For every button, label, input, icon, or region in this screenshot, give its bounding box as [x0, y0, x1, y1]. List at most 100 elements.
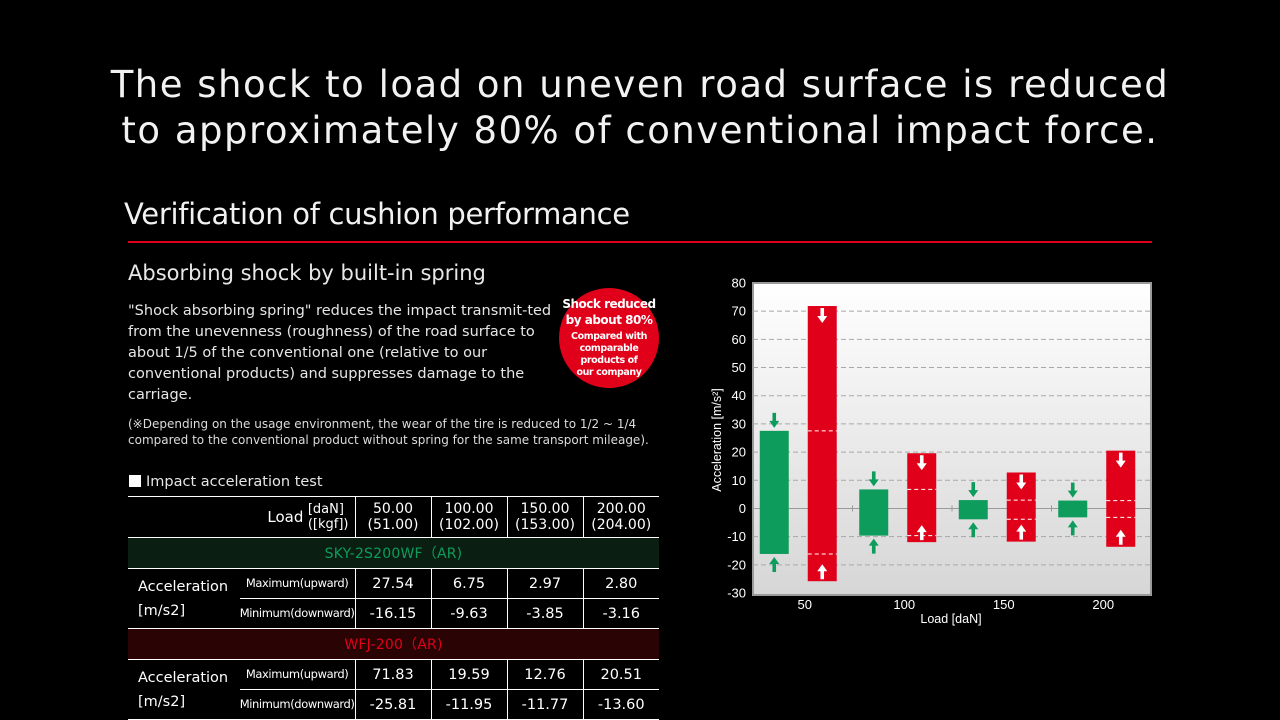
table-row-max: Acceleration [m/s2] Maximum(upward) Mini…	[128, 659, 659, 720]
bars	[759, 306, 1136, 582]
y-tick-label: 80	[732, 276, 746, 291]
usage-note: (※Depending on the usage environment, th…	[128, 417, 649, 447]
table-cell: -9.63	[430, 598, 507, 629]
section-title: Verification of cushion performance	[124, 197, 630, 231]
x-tick-label: 150	[993, 597, 1015, 612]
unit-kgf: ([kgf])	[307, 517, 349, 532]
badge-line-4: comparable	[579, 343, 639, 354]
col-kgf: (153.00)	[515, 517, 575, 533]
x-axis-ticks: 50 100 150 200	[798, 597, 1115, 612]
badge-line-1: Shock reduced	[562, 297, 656, 311]
y-axis-label: Acceleration [m/s²]	[710, 388, 724, 492]
arrow-up-icon	[1115, 529, 1126, 545]
bar-wfj-50	[807, 306, 837, 582]
col-kgf: (102.00)	[439, 517, 499, 533]
acc-line-2: [m/s2]	[138, 693, 186, 710]
load-label: Load	[267, 508, 304, 526]
square-bullet-icon	[129, 475, 141, 487]
table-cell: 27.54	[354, 568, 431, 599]
y-tick-label: 0	[739, 501, 746, 516]
col-dan: 150.00	[520, 501, 570, 517]
bar-sky-150	[958, 500, 988, 520]
table-cell: -3.16	[582, 598, 659, 629]
bar-sky-200	[1058, 500, 1088, 518]
arrow-down-icon	[817, 308, 828, 324]
table-cell: 2.97	[506, 568, 583, 599]
badge-headline: Shock reduced by about 80%	[559, 296, 659, 328]
y-tick-label: -30	[727, 586, 746, 601]
y-tick-label: 60	[732, 332, 746, 347]
badge-line-6: our company	[576, 367, 642, 378]
product-name: WFJ-200（AR)	[128, 628, 659, 660]
y-tick-label: -20	[727, 557, 746, 572]
col-dan: 200.00	[596, 501, 646, 517]
table-cell: 71.83	[354, 659, 431, 690]
acc-line-1: Acceleration	[138, 669, 229, 686]
col-kgf: (204.00)	[591, 517, 652, 533]
load-header: Load [daN] ([kgf])	[128, 496, 355, 538]
badge-detail: Compared with comparable products of our…	[559, 331, 659, 379]
headline-line-2: to approximately 80% of conventional imp…	[121, 109, 1159, 152]
table-cell: -13.60	[582, 689, 659, 720]
arrow-up-icon	[817, 564, 828, 580]
x-tick-label: 200	[1092, 597, 1114, 612]
arrow-down-icon	[868, 471, 879, 487]
arrow-down-icon	[1067, 482, 1078, 498]
acceleration-label: Acceleration [m/s2]	[128, 569, 240, 628]
table-cell: 2.80	[582, 568, 659, 599]
arrow-up-icon	[1067, 520, 1078, 536]
table-row-min: -25.81 -11.95 -11.77 -13.60	[128, 689, 659, 720]
column-header: 150.00 (153.00)	[506, 496, 583, 538]
bar-sky-100	[859, 489, 889, 536]
arrow-up-icon	[868, 538, 879, 554]
product-name: SKY-2S200WF（AR)	[128, 537, 659, 569]
min-label: Minimum(downward)	[239, 606, 355, 620]
unit-dan: [daN]	[307, 502, 344, 517]
y-tick-label: 10	[732, 473, 746, 488]
y-tick-label: 40	[732, 388, 746, 403]
min-label: Minimum(downward)	[239, 697, 355, 711]
acc-line-2: [m/s2]	[138, 602, 186, 619]
arrow-down-icon	[968, 482, 979, 498]
col-dan: 100.00	[444, 501, 494, 517]
acc-line-1: Acceleration	[138, 578, 229, 595]
arrow-up-icon	[916, 525, 927, 541]
badge-line-3: Compared with	[571, 331, 647, 342]
y-tick-label: -10	[727, 529, 746, 544]
column-header: 100.00 (102.00)	[430, 496, 507, 538]
bar-sky-50	[759, 430, 789, 554]
acceleration-label: Acceleration [m/s2]	[128, 660, 240, 719]
y-axis-ticks: 80 70 60 50 40 30 20 10 0 -10 -20 -30	[727, 276, 746, 601]
sub-title: Absorbing shock by built-in spring	[128, 261, 486, 285]
y-tick-label: 50	[732, 360, 746, 375]
y-tick-label: 20	[732, 445, 746, 460]
column-header: 200.00 (204.00)	[582, 496, 659, 538]
arrow-down-icon	[769, 412, 780, 428]
table-cell: -11.77	[506, 689, 583, 720]
acceleration-cell: Acceleration [m/s2] Maximum(upward) Mini…	[128, 568, 355, 629]
test-label: Impact acceleration test	[129, 474, 323, 490]
headline-line-1: The shock to load on uneven road surface…	[110, 63, 1170, 106]
product-row-sky: SKY-2S200WF（AR)	[128, 537, 659, 569]
x-axis-label: Load [daN]	[920, 612, 981, 626]
headline: The shock to load on uneven road surface…	[0, 62, 1280, 154]
badge-line-5: products of	[580, 355, 638, 366]
arrow-down-icon	[1016, 474, 1027, 490]
table-cell: -3.85	[506, 598, 583, 629]
test-label-text: Impact acceleration test	[146, 474, 323, 490]
description: "Shock absorbing spring" reduces the imp…	[128, 303, 552, 403]
table-row-max: Acceleration [m/s2] Maximum(upward) Mini…	[128, 568, 659, 629]
max-label: Maximum(upward)	[239, 569, 355, 599]
x-tick-label: 100	[893, 597, 915, 612]
arrow-down-icon	[916, 455, 927, 471]
acceleration-cell: Acceleration [m/s2] Maximum(upward) Mini…	[128, 659, 355, 720]
impact-table: Load [daN] ([kgf]) 50.00 (51.00) 100.00 (1…	[128, 496, 659, 720]
table-cell: 6.75	[430, 568, 507, 599]
x-tick-label: 50	[798, 597, 812, 612]
table-cell: 20.51	[582, 659, 659, 690]
product-row-wfj: WFJ-200（AR)	[128, 628, 659, 660]
column-header: 50.00 (51.00)	[354, 496, 431, 538]
section-divider	[128, 241, 1152, 243]
arrow-up-icon	[968, 522, 979, 538]
arrow-up-icon	[769, 556, 780, 572]
